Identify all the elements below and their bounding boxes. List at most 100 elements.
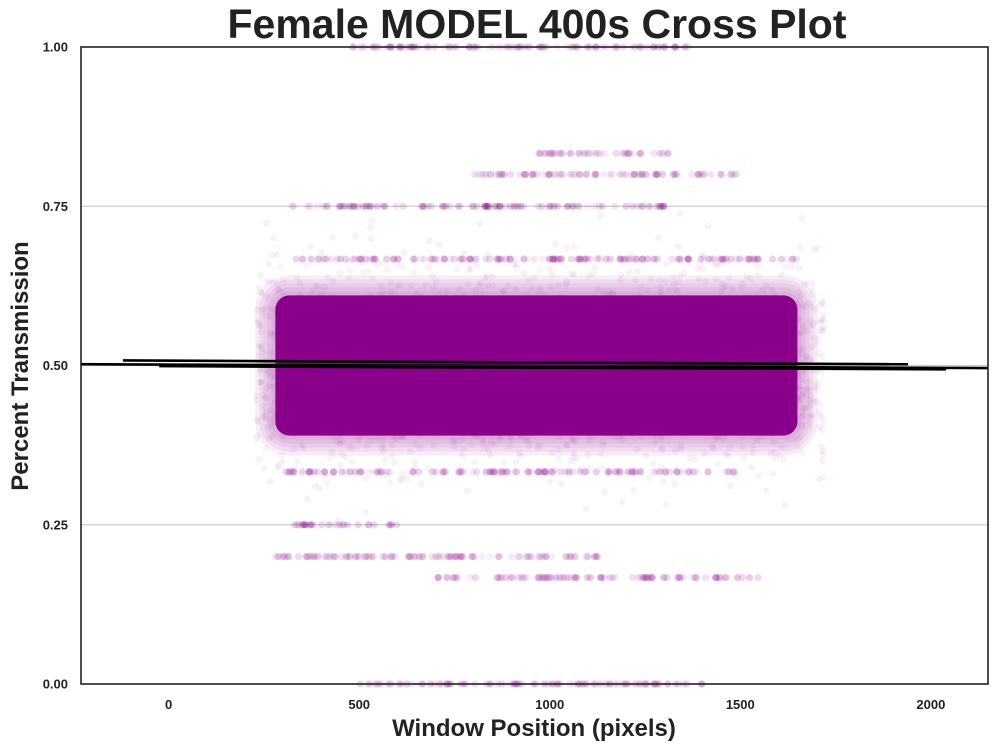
scatter-band-point-8	[712, 574, 720, 582]
scatter-band-point-5	[472, 468, 480, 476]
scatter-point	[643, 255, 651, 263]
scatter-band-point-4	[390, 255, 398, 263]
scatter-band-point-5	[524, 468, 532, 476]
scatter-point	[712, 276, 720, 283]
scatter-band-point-3	[484, 202, 492, 210]
scatter-band-point-5	[611, 468, 620, 476]
scatter-point	[695, 275, 703, 283]
scatter-band-point-3	[359, 202, 367, 210]
scatter-point	[717, 288, 725, 296]
scatter-band-point-3	[369, 202, 377, 210]
scatter-band-point-4	[682, 255, 690, 263]
scatter-point	[599, 438, 607, 446]
scatter-band-point-3	[439, 202, 447, 210]
scatter-band-point-7	[457, 553, 466, 561]
scatter-point	[265, 260, 273, 268]
scatter-band-point-4	[625, 255, 633, 263]
scatter-band-point-2	[697, 170, 705, 178]
scatter-band-point-4	[685, 255, 693, 263]
scatter-band-point-4	[495, 255, 503, 263]
scatter-band-point-8	[722, 574, 730, 582]
scatter-point	[805, 384, 812, 392]
scatter-band-point-5	[629, 468, 637, 476]
scatter-band-point-4	[417, 255, 425, 263]
scatter-band-point-1	[636, 149, 644, 157]
scatter-point	[594, 285, 602, 293]
scatter-point	[463, 487, 471, 495]
scatter-band-point-8	[693, 574, 701, 582]
scatter-band-point-4	[545, 255, 554, 263]
scatter-band-point-4	[369, 255, 377, 263]
scatter-band-point-5	[673, 468, 681, 476]
scatter-band-point-5	[548, 468, 557, 476]
scatter-band-point-4	[355, 255, 363, 263]
scatter-point	[656, 276, 664, 284]
scatter-point	[759, 286, 767, 294]
scatter-point	[816, 401, 824, 408]
scatter-point	[810, 397, 817, 405]
scatter-point	[384, 266, 392, 273]
scatter-point	[346, 266, 353, 274]
scatter-point	[253, 317, 261, 325]
scatter-point	[512, 285, 519, 293]
scatter-point	[459, 445, 467, 453]
scatter-band-point-4	[718, 255, 726, 263]
scatter-point	[548, 271, 556, 278]
scatter-band-point-3	[657, 202, 665, 210]
scatter-band-point-1	[582, 149, 591, 157]
scatter-band-point-8	[471, 574, 479, 582]
scatter-band-point-2	[520, 170, 528, 178]
scatter-point	[798, 214, 805, 222]
scatter-point	[265, 313, 273, 320]
scatter-band-point-8	[559, 574, 567, 582]
scatter-band-point-7	[434, 553, 442, 561]
scatter-point	[259, 391, 267, 399]
scatter-point	[266, 382, 274, 389]
scatter-point	[699, 253, 707, 261]
scatter-band-point-2	[528, 170, 536, 178]
scatter-band-point-2	[700, 170, 708, 178]
scatter-band-point-4	[707, 255, 715, 263]
scatter-band-point-7	[522, 553, 530, 561]
scatter-band-point-2	[631, 170, 639, 178]
scatter-point	[278, 458, 286, 466]
scatter-band-point-1	[594, 149, 603, 157]
scatter-point	[589, 270, 597, 278]
scatter-band-point-2	[619, 170, 627, 178]
scatter-band-point-4	[349, 255, 357, 263]
scatter-band-point-5	[703, 468, 711, 476]
scatter-point	[482, 274, 489, 282]
scatter-band-point-3	[496, 202, 504, 210]
scatter-point	[412, 290, 420, 298]
scatter-point	[691, 456, 699, 463]
scatter-band-point-4	[754, 255, 762, 263]
scatter-point	[488, 436, 496, 443]
x-tick-label-0: 0	[165, 697, 172, 712]
scatter-band-point-8	[677, 574, 685, 582]
scatter-band-point-2	[475, 170, 483, 178]
scatter-point	[338, 439, 346, 447]
scatter-band-point-3	[495, 202, 503, 210]
chart-title: Female MODEL 400s Cross Plot	[227, 1, 846, 47]
scatter-band-point-3	[658, 202, 667, 210]
scatter-band-point-5	[490, 468, 498, 476]
scatter-band-point-8	[640, 574, 648, 582]
scatter-point	[460, 435, 467, 442]
scatter-band-point-8	[450, 574, 458, 582]
scatter-band-point-5	[338, 468, 346, 476]
scatter-point	[805, 378, 812, 386]
scatter-band-point-2	[521, 170, 530, 178]
scatter-band-point-8	[586, 574, 594, 582]
scatter-band-point-8	[754, 574, 762, 582]
scatter-band-point-8	[663, 574, 671, 582]
scatter-band-point-4	[602, 255, 611, 263]
scatter-band-point-5	[503, 468, 512, 476]
scatter-point	[818, 443, 826, 451]
scatter-point	[388, 441, 396, 448]
scatter-point	[782, 263, 789, 271]
scatter-point	[262, 219, 270, 227]
scatter-band-point-7	[368, 553, 376, 561]
scatter-band-point-7	[405, 553, 413, 561]
scatter-band-point-8	[502, 574, 510, 582]
scatter-band-point-7	[355, 553, 363, 561]
